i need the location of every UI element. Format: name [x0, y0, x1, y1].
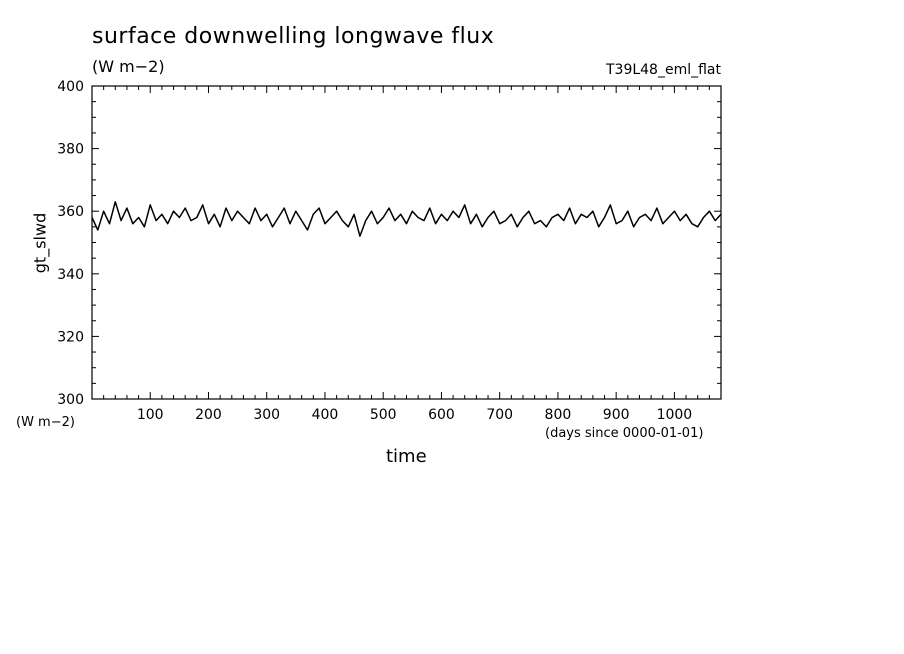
x-tick-label: 900 [603, 407, 630, 423]
x-axis-units: (days since 0000-01-01) [545, 426, 704, 441]
x-tick-label: 500 [370, 407, 397, 423]
y-axis-units: (W m−2) [16, 415, 75, 430]
x-tick-label: 1000 [657, 407, 693, 423]
plot-border [91, 85, 722, 400]
series [91, 201, 722, 237]
y-tick-label: 380 [57, 142, 84, 158]
x-tick-label: 100 [137, 407, 164, 423]
y-tick-label: 340 [57, 267, 84, 283]
x-ticks: 100 200 300 400 500 600 700 800 900 1000 [103, 86, 710, 423]
y-tick-label: 400 [57, 79, 84, 95]
chart-title: surface downwelling longwave flux [92, 24, 495, 49]
y-tick-label: 360 [57, 204, 84, 220]
x-tick-label: 400 [312, 407, 339, 423]
y-ticks: 300 320 340 360 380 400 [57, 79, 721, 408]
y-axis-label: gt_slwd [30, 212, 50, 274]
x-tick-label: 300 [253, 407, 280, 423]
x-tick-label: 700 [486, 407, 513, 423]
x-tick-label: 800 [545, 407, 572, 423]
run-label: T39L48_eml_flat [605, 62, 721, 78]
y-tick-label: 320 [57, 329, 84, 345]
x-axis-label: time [386, 446, 427, 467]
chart-units: (W m−2) [92, 57, 165, 76]
y-tick-label: 300 [57, 392, 84, 408]
x-tick-label: 600 [428, 407, 455, 423]
x-tick-label: 200 [195, 407, 222, 423]
plot-frame [91, 85, 722, 400]
series-line [91, 201, 722, 237]
